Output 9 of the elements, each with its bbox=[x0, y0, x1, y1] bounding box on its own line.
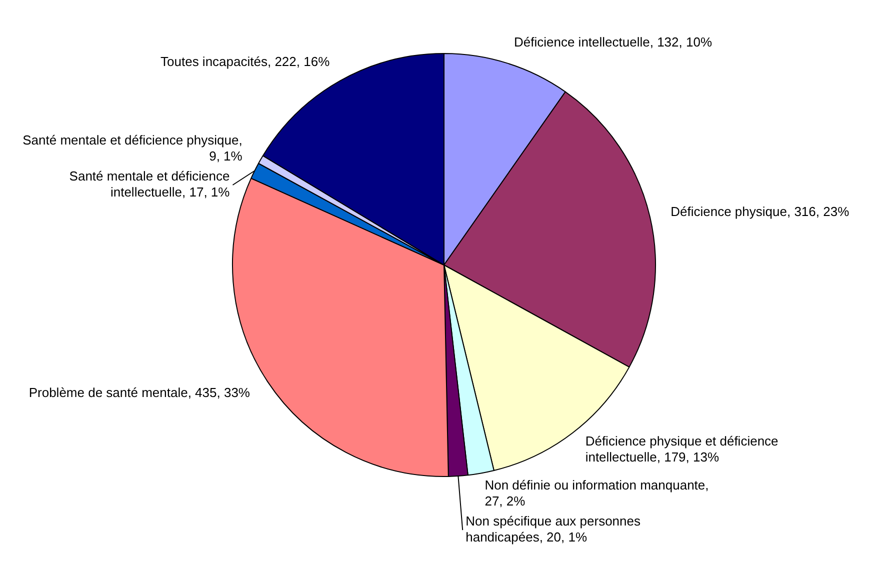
slice-label: Déficience intellectuelle, 132, 10% bbox=[514, 34, 712, 50]
slice-label: Déficience physique et déficience intellectuelle, 179, 13% bbox=[585, 433, 778, 464]
slice-label: Déficience physique, 316, 23% bbox=[670, 204, 850, 219]
slice-label: Non définie ou information manquante, 27, 2% bbox=[484, 478, 709, 509]
slice-label: Santé mentale et déficience intellectuelle, 17, 1% bbox=[69, 168, 230, 200]
slice-label: Non spécifique aux personnes handicapées, 20, 1% bbox=[466, 514, 641, 545]
slice-label: Santé mentale et déficience physique, 9, 1% bbox=[22, 132, 243, 164]
slice-label: Toutes incapacités, 222, 16% bbox=[160, 54, 330, 69]
slice-label: Problème de santé mentale, 435, 33% bbox=[28, 384, 250, 400]
